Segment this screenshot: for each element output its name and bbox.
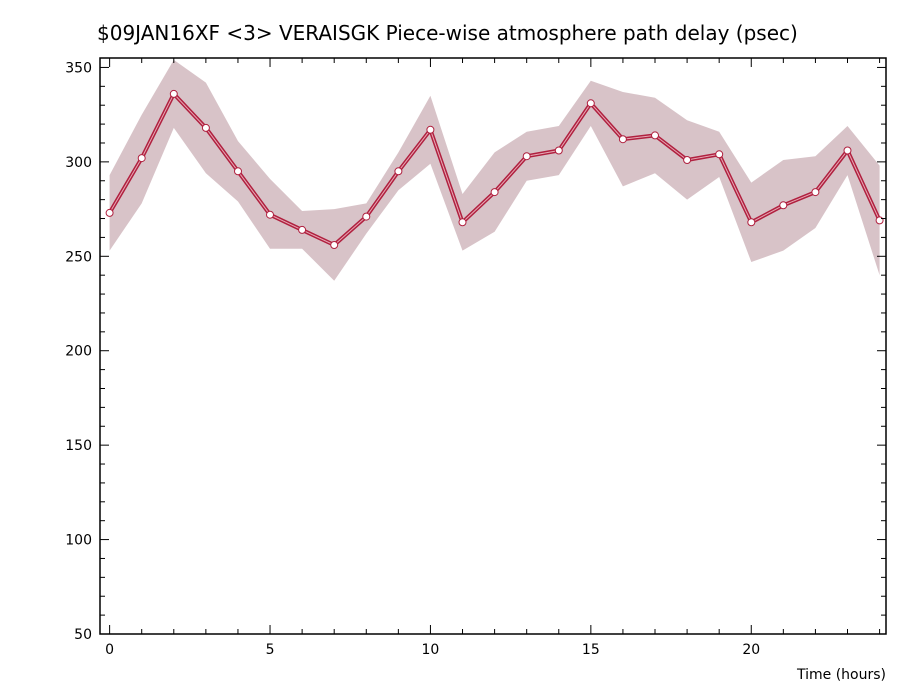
data-point	[330, 241, 339, 249]
data-point	[490, 188, 499, 197]
data-point	[234, 167, 242, 176]
data-point	[843, 146, 852, 155]
y-tick-label: 150	[65, 438, 92, 454]
data-point	[522, 152, 531, 161]
y-tick-label: 350	[65, 60, 92, 76]
data-point	[362, 212, 371, 221]
data-point	[683, 156, 692, 164]
data-point	[105, 208, 114, 217]
x-tick-label: 10	[422, 642, 440, 658]
x-tick-label: 15	[582, 642, 600, 658]
data-point	[426, 125, 435, 134]
data-point	[137, 154, 146, 163]
y-tick-label: 200	[65, 344, 92, 360]
plot-frame	[99, 57, 887, 635]
data-point	[779, 201, 788, 210]
uncertainty-band	[109, 59, 880, 281]
y-tick-label: 50	[74, 627, 92, 643]
uncertainty-band-layer	[109, 59, 880, 281]
data-point	[298, 225, 307, 234]
y-tick-label: 100	[65, 533, 92, 549]
axis-layer: 0 5 10 15 20 50 100 150 200 250 300 350	[65, 58, 886, 658]
data-point	[394, 167, 403, 176]
data-point-layer	[105, 89, 884, 249]
x-tick-label: 5	[266, 642, 275, 658]
data-point	[201, 123, 210, 132]
data-point	[618, 135, 627, 144]
data-point	[586, 99, 595, 108]
data-point	[715, 150, 724, 159]
data-point	[458, 218, 467, 227]
data-point	[811, 188, 820, 197]
chart-title: $09JAN16XF <3> VERAISGK Piece-wise atmos…	[97, 21, 798, 45]
data-point	[747, 218, 756, 227]
x-axis-label: Time (hours)	[796, 667, 886, 683]
x-tick-label: 0	[105, 642, 114, 658]
data-point	[266, 210, 274, 219]
data-point	[651, 131, 659, 140]
data-point	[875, 216, 884, 225]
y-tick-label: 250	[65, 249, 92, 265]
data-point	[554, 146, 563, 155]
x-tick-label: 20	[742, 642, 760, 658]
y-tick-label: 300	[65, 155, 92, 171]
data-point	[169, 89, 178, 98]
